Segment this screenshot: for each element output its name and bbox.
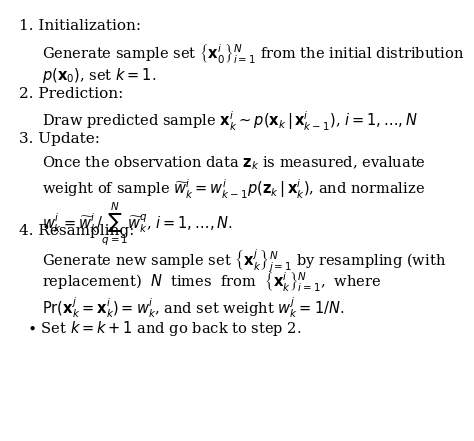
Text: $\Pr(\mathbf{x}_k^j = \mathbf{x}_k^i) = w_k^i$, and set weight $w_k^j = 1/N$.: $\Pr(\mathbf{x}_k^j = \mathbf{x}_k^i) = … (42, 295, 344, 320)
Text: 1. Initialization:: 1. Initialization: (19, 19, 141, 34)
Text: 2. Prediction:: 2. Prediction: (19, 87, 124, 101)
Text: replacement)  $N$  times  from  $\left\{\mathbf{x}_k^i\right\}_{i=1}^{N}$,  wher: replacement) $N$ times from $\left\{\mat… (42, 271, 381, 294)
Text: Generate sample set $\left\{\mathbf{x}_0^i\right\}_{i=1}^{N}$ from the initial d: Generate sample set $\left\{\mathbf{x}_0… (42, 43, 464, 66)
Text: $w_k^i = \widetilde{w}_k^i / \sum_{q=1}^{N} \widetilde{w}_k^q$, $i=1,\ldots,N$.: $w_k^i = \widetilde{w}_k^i / \sum_{q=1}^… (42, 201, 232, 248)
Text: $p(\mathbf{x}_0)$, set $k=1$.: $p(\mathbf{x}_0)$, set $k=1$. (42, 66, 156, 85)
Text: $\bullet$ Set $k = k+1$ and go back to step 2.: $\bullet$ Set $k = k+1$ and go back to s… (27, 319, 301, 338)
Text: weight of sample $\widetilde{w}_k^i = w_{k-1}^i p(\mathbf{z}_k\,|\,\mathbf{x}_k^: weight of sample $\widetilde{w}_k^i = w_… (42, 178, 425, 201)
Text: Draw predicted sample $\mathbf{x}_k^i \sim p(\mathbf{x}_k\,|\,\mathbf{x}_{k-1}^i: Draw predicted sample $\mathbf{x}_k^i \s… (42, 110, 418, 133)
Text: Once the observation data $\mathbf{z}_k$ is measured, evaluate: Once the observation data $\mathbf{z}_k$… (42, 155, 425, 172)
Text: 4. Resampling:: 4. Resampling: (19, 224, 135, 238)
Text: 3. Update:: 3. Update: (19, 132, 100, 146)
Text: Generate new sample set $\left\{\mathbf{x}_k^j\right\}_{j=1}^{N}$ by resampling : Generate new sample set $\left\{\mathbf{… (42, 247, 446, 274)
